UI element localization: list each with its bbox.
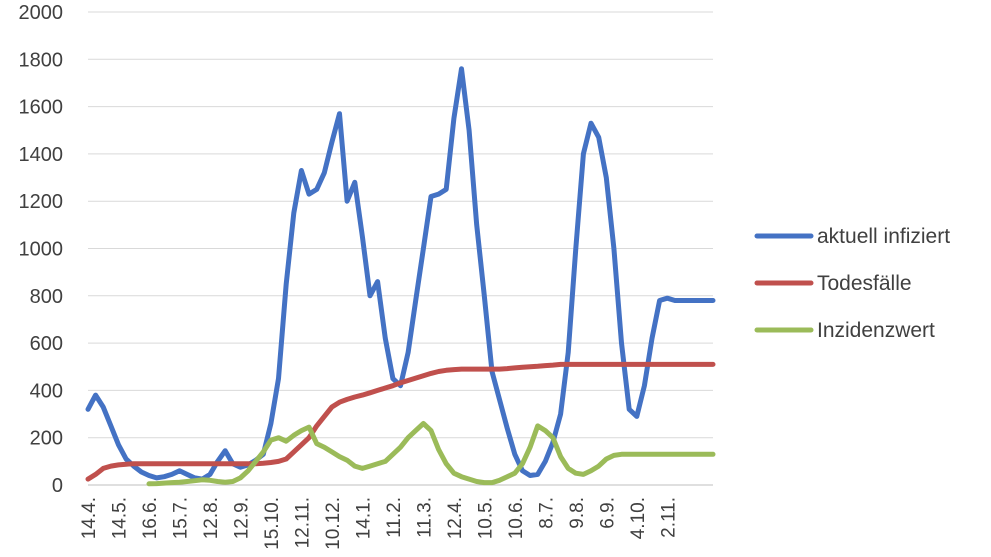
y-tick-label: 400 (30, 380, 63, 402)
y-tick-label: 1400 (19, 144, 64, 166)
series-lines (85, 66, 716, 487)
legend-label-1: aktuell infiziert (817, 225, 950, 248)
gridlines (88, 11, 713, 439)
x-tick-label: 4.10. (628, 497, 649, 539)
y-tick-label: 200 (30, 428, 63, 450)
x-tick-label: 10.5. (475, 497, 496, 539)
y-tick-label: 1600 (19, 97, 64, 119)
series-line-1 (85, 66, 716, 482)
x-tick-label: 11.2. (384, 497, 405, 538)
x-tick-label: 14.4. (79, 497, 100, 539)
x-tick-label: 6.9. (597, 497, 618, 529)
y-tick-label: 600 (30, 333, 63, 355)
x-tick-label: 12.8. (201, 497, 222, 539)
x-tick-label: 10.6. (506, 497, 527, 539)
x-tick-label: 12.11. (292, 497, 313, 548)
x-tick-label: 12.9. (231, 497, 252, 539)
x-tick-label: 2.11. (658, 497, 679, 538)
x-axis-tick-labels: 14.4. 14.5. 16.6. 15.7. 12.8. 12.9. 15.10. 12.1… (79, 497, 679, 550)
x-tick-label: 9.8. (567, 497, 588, 529)
y-tick-label: 1000 (19, 239, 64, 261)
x-tick-label: 8.7. (536, 497, 557, 529)
x-tick-label: 14.1. (353, 497, 374, 539)
legend-label-3: Inzidenzwert (817, 319, 935, 342)
x-tick-label: 10.12. (323, 497, 344, 550)
x-tick-label: 12.4. (445, 497, 466, 539)
legend: aktuell infiziert Todesfälle Inzidenzwert (754, 225, 950, 342)
y-tick-label: 0 (52, 475, 63, 497)
y-tick-label: 2000 (19, 2, 64, 24)
y-axis-tick-labels: 0 200 400 600 800 1000 1200 1400 1600 1800 2000 (19, 2, 64, 497)
x-tick-label: 15.10. (262, 497, 283, 550)
y-tick-label: 1800 (19, 49, 64, 71)
series-line-2 (85, 361, 716, 482)
x-tick-label: 16.6. (140, 497, 161, 539)
x-tick-label: 15.7. (170, 497, 191, 539)
y-tick-label: 800 (30, 286, 63, 308)
x-tick-label: 11.3. (414, 497, 435, 538)
y-tick-label: 1200 (19, 191, 64, 213)
series-line-3 (146, 421, 716, 487)
legend-label-2: Todesfälle (817, 272, 912, 295)
x-tick-label: 14.5. (109, 497, 130, 539)
